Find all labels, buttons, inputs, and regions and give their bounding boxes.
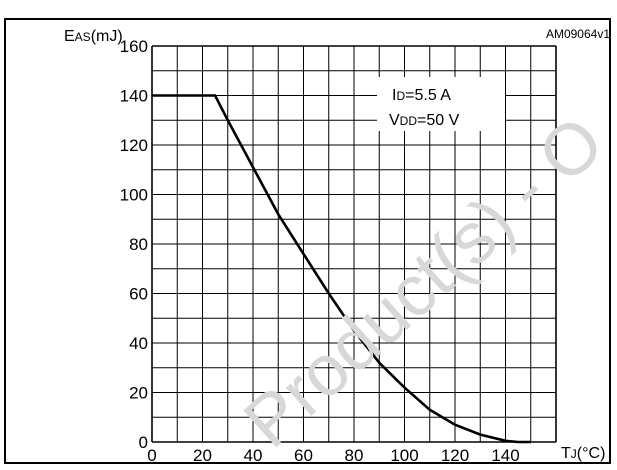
y-tick-label: 20 bbox=[129, 384, 148, 403]
x-tick-label: 100 bbox=[390, 446, 418, 465]
y-tick-label: 80 bbox=[129, 235, 148, 254]
figure-frame bbox=[4, 18, 611, 464]
y-tick-label: 120 bbox=[120, 136, 148, 155]
y-tick-label: 0 bbox=[139, 433, 148, 452]
y-axis-label: EAS(mJ) bbox=[64, 28, 123, 45]
y-tick-label: 140 bbox=[120, 87, 148, 106]
x-tick-label: 140 bbox=[491, 446, 519, 465]
y-tick-label: 100 bbox=[120, 186, 148, 205]
annotation-box bbox=[377, 77, 505, 131]
x-tick-label: 20 bbox=[193, 446, 212, 465]
annotation-voltage: VDD=50 V bbox=[389, 112, 460, 129]
x-tick-label: 0 bbox=[147, 446, 156, 465]
tick-labels: 0 20 40 60 80 100 120 140 160 0 20 40 60 80 100 120 140 bbox=[120, 37, 520, 465]
x-tick-label: 120 bbox=[441, 446, 469, 465]
x-axis-label: TJ(°C) bbox=[561, 445, 605, 462]
x-tick-label: 60 bbox=[294, 446, 313, 465]
series-line bbox=[152, 94, 531, 444]
watermark: Product(s) - O bbox=[229, 101, 617, 463]
x-tick-label: 40 bbox=[244, 446, 263, 465]
y-tick-label: 40 bbox=[129, 334, 148, 353]
x-tick-label: 80 bbox=[345, 446, 364, 465]
doc-code: AM09064v1 bbox=[546, 27, 610, 41]
y-tick-label: 60 bbox=[129, 285, 148, 304]
y-tick-label: 160 bbox=[120, 37, 148, 56]
annotation-current: ID=5.5 A bbox=[392, 87, 451, 104]
